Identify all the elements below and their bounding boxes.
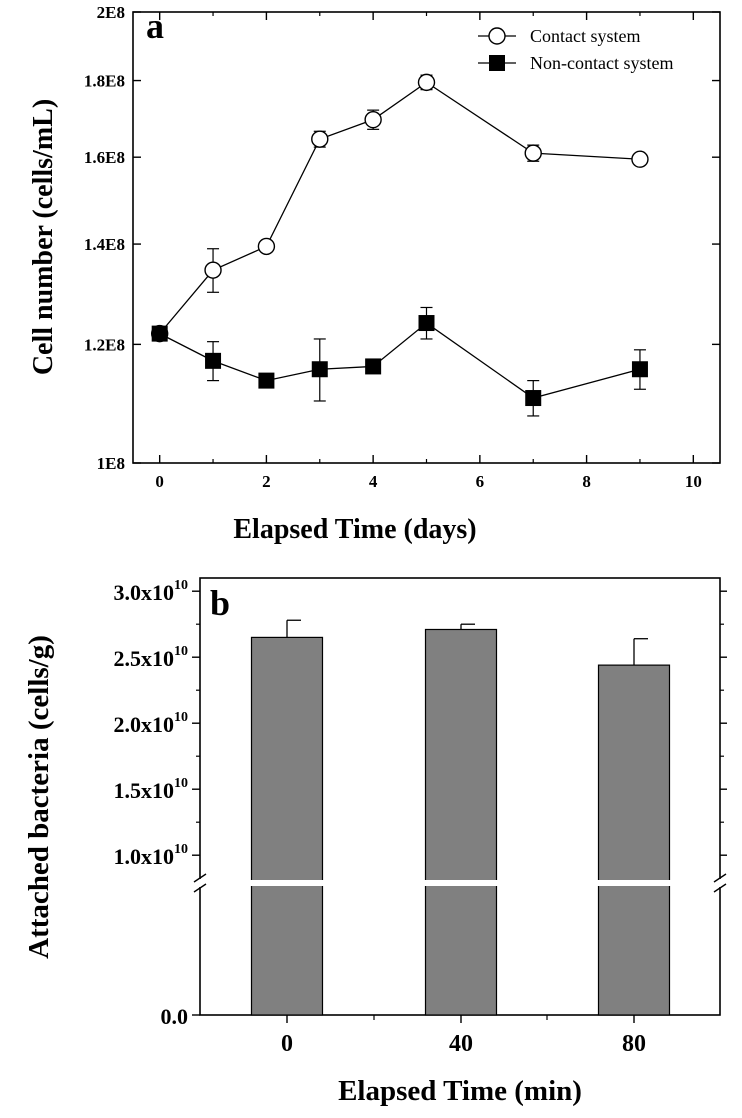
panel-label-a: a bbox=[146, 6, 164, 46]
axis-break-mark bbox=[713, 883, 727, 893]
data-point-noncontact bbox=[525, 390, 542, 407]
chart-panel-b: 1.0x1010 1.5x1010 2.0x1010 2.5x1010 3.0x1010… bbox=[23, 577, 727, 1107]
x-tick-label-a: 6 bbox=[476, 472, 485, 491]
x-tick-label-a: 10 bbox=[685, 472, 702, 491]
data-b bbox=[201, 619, 719, 1016]
x-tick-label-a: 8 bbox=[582, 472, 591, 491]
legend-a: Contact system Non-contact system bbox=[478, 26, 673, 73]
data-point-noncontact bbox=[151, 325, 168, 342]
data-point-contact bbox=[257, 237, 276, 256]
data-point-noncontact bbox=[258, 372, 275, 389]
bar-80 bbox=[597, 664, 671, 1016]
data-point-noncontact bbox=[418, 315, 435, 332]
data-point-contact bbox=[524, 144, 542, 162]
axis-break-mark bbox=[193, 883, 207, 893]
legend-item-noncontact: Non-contact system bbox=[478, 53, 673, 73]
y-tick-label-b: 3.0x1010 bbox=[114, 578, 189, 605]
y-tick-label-b: 1.0x1010 bbox=[114, 842, 189, 869]
x-tick-label-a: 4 bbox=[369, 472, 378, 491]
y-tick-label-b: 2.5x1010 bbox=[114, 644, 189, 671]
x-tick-label-a: 0 bbox=[155, 472, 164, 491]
data-a bbox=[150, 73, 649, 417]
x-axis-title-b: Elapsed Time (min) bbox=[338, 1075, 582, 1107]
bar-40 bbox=[424, 628, 498, 1016]
data-point-contact bbox=[631, 150, 649, 168]
data-point-noncontact bbox=[365, 358, 382, 375]
axes-b: 1.0x1010 1.5x1010 2.0x1010 2.5x1010 3.0x1010… bbox=[114, 578, 727, 1057]
data-point-noncontact bbox=[311, 361, 328, 378]
data-point-contact bbox=[364, 110, 382, 129]
axis-break-gap bbox=[714, 879, 726, 887]
x-tick-label-b: 80 bbox=[622, 1031, 646, 1057]
data-point-contact bbox=[417, 73, 436, 92]
axis-break-mark bbox=[193, 873, 207, 883]
axis-break-gap bbox=[194, 879, 206, 887]
axis-break-band bbox=[201, 880, 719, 886]
y-tick-label-a: 1.6E8 bbox=[84, 148, 125, 167]
legend-item-contact: Contact system bbox=[478, 26, 641, 46]
axis-break-mark bbox=[713, 873, 727, 883]
legend-filled-square-marker bbox=[489, 55, 505, 71]
legend-label-contact: Contact system bbox=[530, 26, 641, 46]
series-line-noncontact bbox=[159, 322, 641, 399]
y-tick-label-a: 1E8 bbox=[97, 454, 125, 473]
series-line-contact bbox=[159, 81, 640, 335]
y-axis-title-a: Cell number (cells/mL) bbox=[28, 99, 59, 375]
y-tick-label-a: 1.2E8 bbox=[84, 335, 125, 354]
legend-open-circle-marker bbox=[488, 27, 506, 45]
y-axis-title-b: Attached bacteria (cells/g) bbox=[23, 635, 55, 959]
y-tick-label-b: 2.0x1010 bbox=[114, 710, 189, 737]
y-tick-label-a: 1.4E8 bbox=[84, 235, 125, 254]
y-tick-label-b: 1.5x1010 bbox=[114, 776, 189, 803]
y-tick-label-a: 2E8 bbox=[97, 3, 125, 22]
x-tick-label-a: 2 bbox=[262, 472, 271, 491]
axes-a: 0 2 4 6 8 10 1E8 1.2E8 1.4E8 1.6E8 1.8E8 2E8 bbox=[84, 3, 720, 491]
panel-label-b: b bbox=[210, 583, 230, 623]
legend-label-noncontact: Non-contact system bbox=[530, 53, 673, 73]
x-tick-label-b: 0 bbox=[281, 1031, 293, 1057]
data-point-noncontact bbox=[631, 361, 648, 378]
y-tick-label-a: 1.8E8 bbox=[84, 72, 125, 91]
data-point-noncontact bbox=[205, 352, 222, 369]
y-tick-label-zero-b: 0.0 bbox=[161, 1004, 189, 1029]
data-point-contact bbox=[311, 130, 329, 148]
x-axis-title-a: Elapsed Time (days) bbox=[233, 514, 476, 545]
chart-panel-a: a Elapsed Time (days) Cell number (cells… bbox=[28, 3, 721, 545]
bar-0 bbox=[250, 636, 324, 1016]
data-point-contact bbox=[204, 261, 222, 279]
x-tick-label-b: 40 bbox=[449, 1031, 473, 1057]
